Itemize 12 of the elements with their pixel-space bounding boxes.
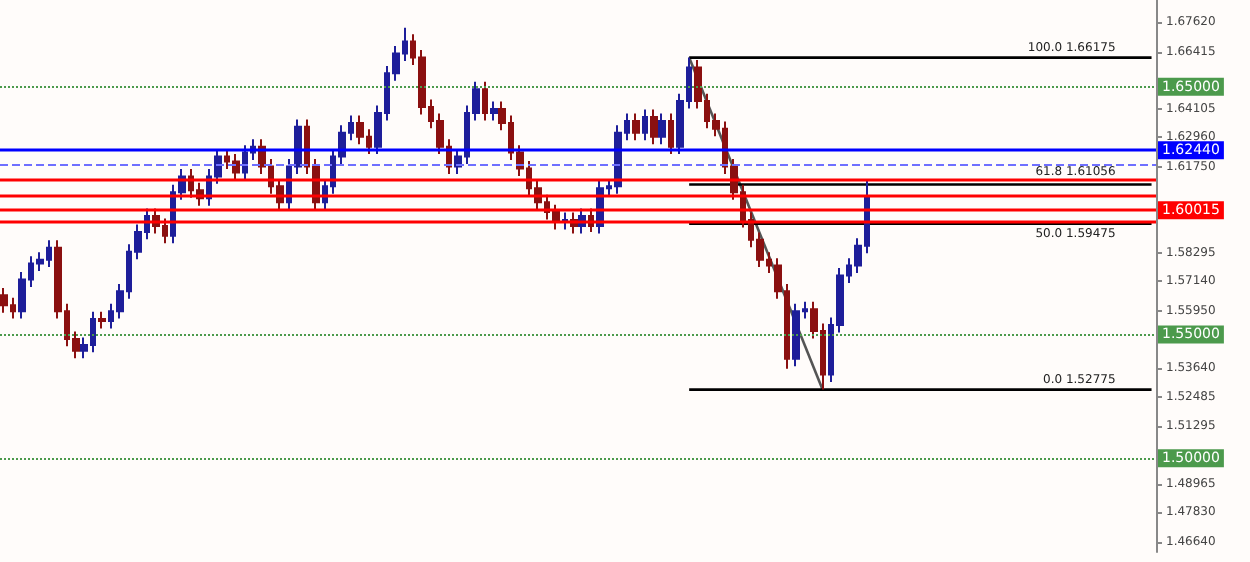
candlestick	[490, 100, 498, 122]
candlestick	[98, 310, 106, 330]
candlestick	[642, 108, 648, 142]
candlestick	[792, 302, 800, 368]
candlestick	[482, 80, 488, 122]
candlestick	[632, 112, 640, 142]
candlestick	[356, 114, 364, 146]
candlestick	[650, 108, 658, 146]
candlestick	[232, 153, 240, 181]
candlestick	[668, 112, 674, 156]
candlestick	[0, 286, 8, 314]
candlestick	[658, 112, 666, 146]
